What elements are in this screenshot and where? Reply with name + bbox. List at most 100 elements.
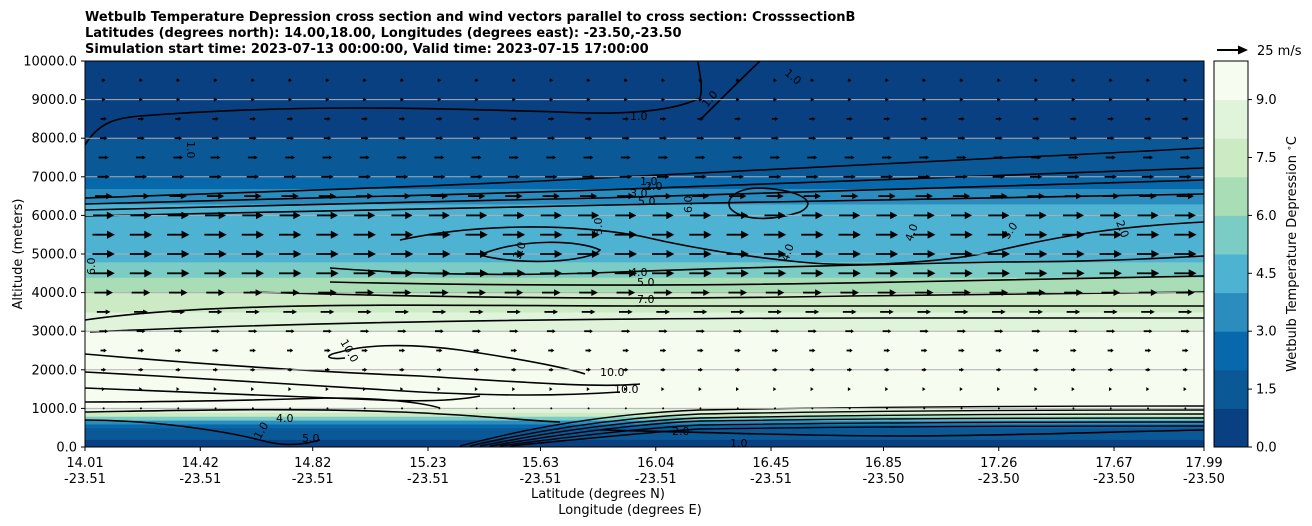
wind-vector: [1026, 289, 1046, 296]
field-band: [85, 319, 1204, 325]
wind-vector: [727, 211, 749, 220]
x-tick-label-lat: 17.67: [1095, 456, 1132, 471]
wind-vector: [474, 78, 479, 83]
wind-vector: [508, 155, 519, 160]
wind-vector: [204, 249, 227, 259]
wind-vector: [698, 78, 703, 83]
field-band: [85, 64, 1204, 70]
wind-vector: [474, 97, 479, 102]
y-tick-label: 10000.0: [23, 55, 77, 70]
wind-vector: [401, 407, 404, 410]
y-tick-label: 7000.0: [32, 170, 78, 185]
wind-vector: [251, 407, 254, 410]
wind-vector: [1034, 97, 1039, 102]
wind-vector: [615, 211, 637, 220]
wind-vector: [321, 174, 334, 180]
wind-vector: [247, 155, 258, 160]
wind-vector: [621, 329, 631, 334]
wind-vector: [213, 97, 218, 102]
field-band: [85, 257, 1204, 263]
x-tick-label-lat: 16.85: [865, 456, 902, 471]
contour-label: 10.0: [600, 366, 625, 379]
wind-vector: [92, 230, 115, 239]
x-axis-label-longitude: Longitude (degrees E): [558, 503, 702, 518]
wind-vector: [357, 309, 372, 315]
wind-vector: [540, 211, 562, 220]
wind-vector: [1024, 269, 1048, 278]
wind-vector: [278, 249, 302, 259]
wind-vector: [1182, 367, 1188, 372]
field-band: [85, 122, 1204, 128]
field-band: [85, 254, 1204, 259]
wind-vector: [541, 289, 561, 296]
field-band: [85, 107, 1204, 112]
wind-vector: [614, 249, 638, 259]
wind-vector: [285, 155, 296, 160]
wind-vector: [1104, 174, 1117, 180]
wind-vector: [884, 367, 890, 372]
field-band: [85, 408, 1204, 413]
wind-vector: [956, 155, 967, 160]
wind-vector: [771, 136, 779, 141]
field-band: [85, 157, 1204, 162]
wind-vector: [283, 174, 297, 180]
y-tick-label: 6000.0: [32, 209, 78, 224]
wind-vector: [885, 407, 888, 410]
field-band: [85, 342, 1204, 348]
colorbar-swatch: [1214, 369, 1248, 409]
colorbar-label: Wetbulb Temperature Depression ∘C: [1285, 136, 1300, 372]
quiver-key-arrow-head: [1238, 45, 1248, 55]
wind-vector: [139, 387, 143, 392]
wind-vector: [139, 407, 142, 410]
wind-vector: [465, 249, 488, 259]
field-band: [85, 91, 1204, 97]
wind-vector: [94, 289, 113, 296]
wind-vector: [763, 269, 787, 278]
field-band: [85, 439, 1204, 444]
field-band: [85, 180, 1204, 186]
wind-vector: [1103, 309, 1118, 315]
wind-vector: [433, 174, 446, 180]
wind-vector: [651, 230, 675, 239]
wind-vector: [726, 269, 749, 278]
wind-vector: [206, 289, 225, 296]
colorbar-swatch: [1214, 176, 1248, 216]
wind-vector: [770, 329, 780, 334]
wind-vector: [876, 211, 898, 220]
wind-vector: [584, 329, 593, 334]
colorbar-swatch: [1214, 138, 1248, 178]
wind-vector: [361, 116, 368, 121]
field-band: [85, 72, 1204, 78]
wind-vector: [959, 367, 965, 372]
wind-vector: [987, 230, 1011, 239]
wind-vector: [323, 136, 332, 141]
y-tick-label: 5000.0: [32, 248, 78, 263]
field-band: [85, 261, 1204, 267]
field-band: [85, 350, 1204, 355]
wind-vector: [278, 269, 302, 278]
wind-vector: [619, 309, 633, 315]
wind-vector: [397, 329, 407, 334]
wind-vector: [801, 230, 824, 239]
wind-vector: [881, 155, 892, 160]
colorbar-swatch: [1214, 215, 1248, 255]
wind-vector: [697, 348, 704, 353]
wind-vector: [997, 407, 1000, 410]
wind-vector: [913, 230, 936, 239]
wind-vector: [614, 269, 638, 278]
field-band: [85, 192, 1204, 197]
wind-vector: [993, 155, 1004, 160]
wind-vector: [1183, 78, 1188, 83]
colorbar-tick-label: 1.5: [1256, 383, 1277, 398]
y-tick-label: 2000.0: [32, 363, 78, 378]
wind-vector: [467, 192, 486, 200]
field-band: [85, 169, 1204, 174]
wind-vector: [735, 367, 741, 372]
wind-vector: [954, 309, 969, 315]
gridlines: [85, 99, 1204, 409]
wind-vector: [96, 309, 111, 315]
wind-vector: [139, 97, 143, 102]
x-tick-label-lat: 14.42: [182, 456, 219, 471]
wind-vector: [469, 309, 484, 315]
field-band: [85, 211, 1204, 216]
